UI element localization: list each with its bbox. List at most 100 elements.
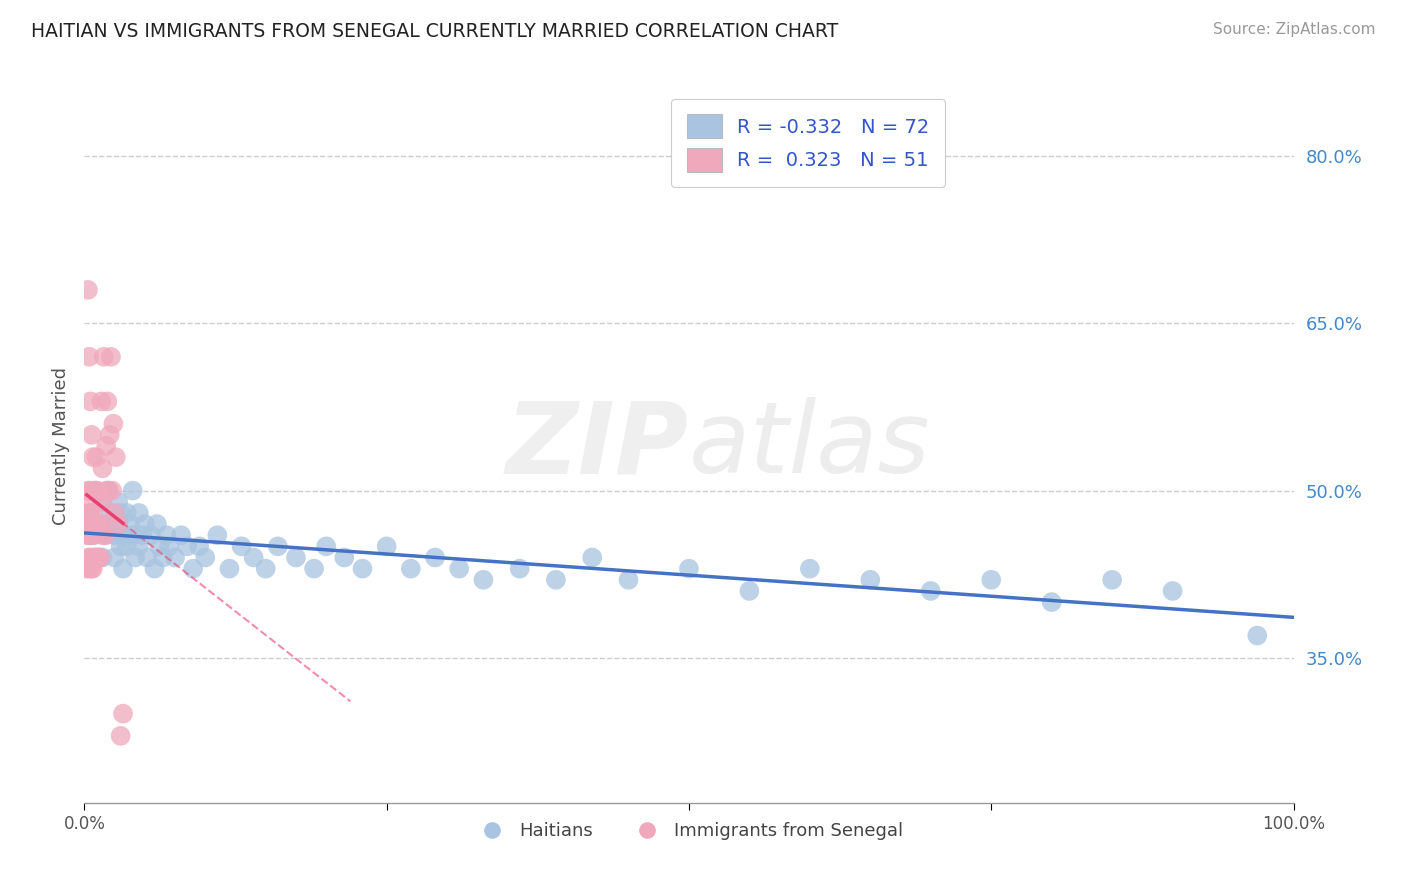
Point bbox=[188, 539, 211, 553]
Point bbox=[859, 573, 882, 587]
Point bbox=[121, 483, 143, 498]
Point bbox=[155, 528, 177, 542]
Point bbox=[103, 417, 125, 431]
Point bbox=[136, 550, 159, 565]
Point bbox=[139, 528, 162, 542]
Point bbox=[104, 450, 127, 464]
Point bbox=[80, 562, 103, 576]
Point bbox=[254, 562, 277, 576]
Point bbox=[375, 539, 398, 553]
Point bbox=[120, 517, 142, 532]
Point bbox=[86, 517, 108, 532]
Point bbox=[472, 573, 495, 587]
Point bbox=[449, 562, 471, 576]
Point bbox=[86, 517, 108, 532]
Point bbox=[799, 562, 821, 576]
Point bbox=[581, 550, 603, 565]
Text: HAITIAN VS IMMIGRANTS FROM SENEGAL CURRENTLY MARRIED CORRELATION CHART: HAITIAN VS IMMIGRANTS FROM SENEGAL CURRE… bbox=[31, 22, 838, 41]
Point bbox=[104, 506, 127, 520]
Point bbox=[100, 350, 122, 364]
Point bbox=[86, 483, 108, 498]
Point bbox=[77, 506, 100, 520]
Point bbox=[89, 550, 111, 565]
Point bbox=[83, 483, 105, 498]
Point bbox=[77, 550, 100, 565]
Point bbox=[83, 517, 105, 532]
Point bbox=[98, 427, 121, 442]
Point bbox=[82, 562, 104, 576]
Point bbox=[82, 506, 104, 520]
Point bbox=[112, 706, 135, 721]
Point bbox=[112, 528, 135, 542]
Point bbox=[96, 394, 118, 409]
Point bbox=[980, 573, 1002, 587]
Point bbox=[110, 506, 132, 520]
Y-axis label: Currently Married: Currently Married bbox=[52, 367, 70, 525]
Point bbox=[920, 583, 942, 598]
Text: Source: ZipAtlas.com: Source: ZipAtlas.com bbox=[1212, 22, 1375, 37]
Point bbox=[157, 539, 180, 553]
Point bbox=[509, 562, 531, 576]
Point bbox=[86, 483, 108, 498]
Point bbox=[110, 729, 132, 743]
Point bbox=[94, 528, 117, 542]
Point bbox=[76, 562, 98, 576]
Point bbox=[86, 550, 108, 565]
Point bbox=[315, 539, 337, 553]
Point bbox=[79, 550, 101, 565]
Point bbox=[128, 539, 150, 553]
Point bbox=[146, 517, 169, 532]
Point bbox=[87, 517, 110, 532]
Point bbox=[284, 550, 308, 565]
Point bbox=[165, 550, 187, 565]
Point bbox=[176, 539, 198, 553]
Point bbox=[110, 539, 132, 553]
Point bbox=[115, 539, 138, 553]
Point bbox=[112, 562, 135, 576]
Point bbox=[107, 517, 129, 532]
Point bbox=[218, 562, 240, 576]
Point bbox=[97, 483, 120, 498]
Point bbox=[678, 562, 700, 576]
Point bbox=[86, 450, 108, 464]
Point bbox=[100, 506, 122, 520]
Point bbox=[423, 550, 446, 565]
Point bbox=[617, 573, 640, 587]
Point bbox=[107, 517, 129, 532]
Point bbox=[207, 528, 229, 542]
Point bbox=[77, 528, 100, 542]
Text: ZIP: ZIP bbox=[506, 398, 689, 494]
Point bbox=[544, 573, 567, 587]
Point bbox=[79, 506, 101, 520]
Point bbox=[80, 494, 103, 508]
Point bbox=[104, 550, 127, 565]
Point bbox=[104, 528, 127, 542]
Point bbox=[738, 583, 761, 598]
Point bbox=[352, 562, 374, 576]
Point bbox=[80, 528, 103, 542]
Point bbox=[77, 350, 100, 364]
Point bbox=[83, 528, 105, 542]
Point bbox=[170, 528, 193, 542]
Point bbox=[134, 517, 156, 532]
Point bbox=[91, 461, 114, 475]
Point bbox=[80, 427, 103, 442]
Point bbox=[90, 394, 112, 409]
Point bbox=[79, 394, 101, 409]
Point bbox=[333, 550, 356, 565]
Point bbox=[1040, 595, 1063, 609]
Legend: Haitians, Immigrants from Senegal: Haitians, Immigrants from Senegal bbox=[467, 815, 911, 847]
Point bbox=[79, 517, 101, 532]
Point bbox=[91, 494, 114, 508]
Point bbox=[181, 562, 204, 576]
Point bbox=[91, 528, 114, 542]
Point bbox=[87, 517, 110, 532]
Point bbox=[83, 550, 105, 565]
Point bbox=[1101, 573, 1123, 587]
Point bbox=[86, 550, 108, 565]
Point bbox=[84, 517, 107, 532]
Point bbox=[399, 562, 422, 576]
Point bbox=[242, 550, 264, 565]
Point bbox=[94, 528, 117, 542]
Point bbox=[77, 483, 100, 498]
